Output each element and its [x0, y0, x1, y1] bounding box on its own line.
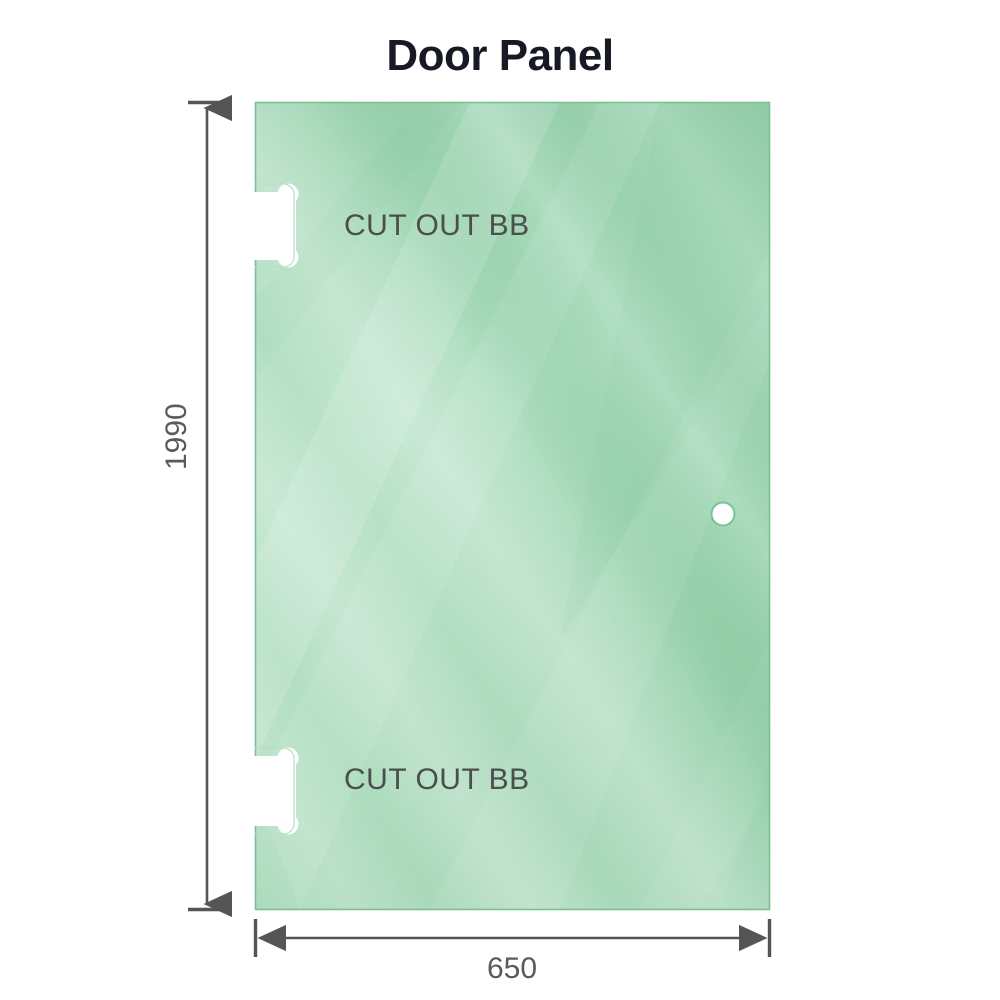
cut-out-bottom — [252, 747, 299, 835]
cut-out-bottom-label: CUT OUT BB — [344, 763, 530, 796]
handle-hole — [710, 501, 736, 527]
glass-door-panel — [254, 101, 771, 911]
dimension-width — [253, 919, 772, 957]
dimension-width-label: 650 — [486, 952, 538, 985]
cut-out-top — [252, 183, 299, 268]
page-title: Door Panel — [386, 31, 614, 80]
cut-out-top-label: CUT OUT BB — [344, 209, 530, 242]
dimension-height — [188, 94, 233, 918]
dimension-height-label: 1990 — [160, 403, 193, 470]
